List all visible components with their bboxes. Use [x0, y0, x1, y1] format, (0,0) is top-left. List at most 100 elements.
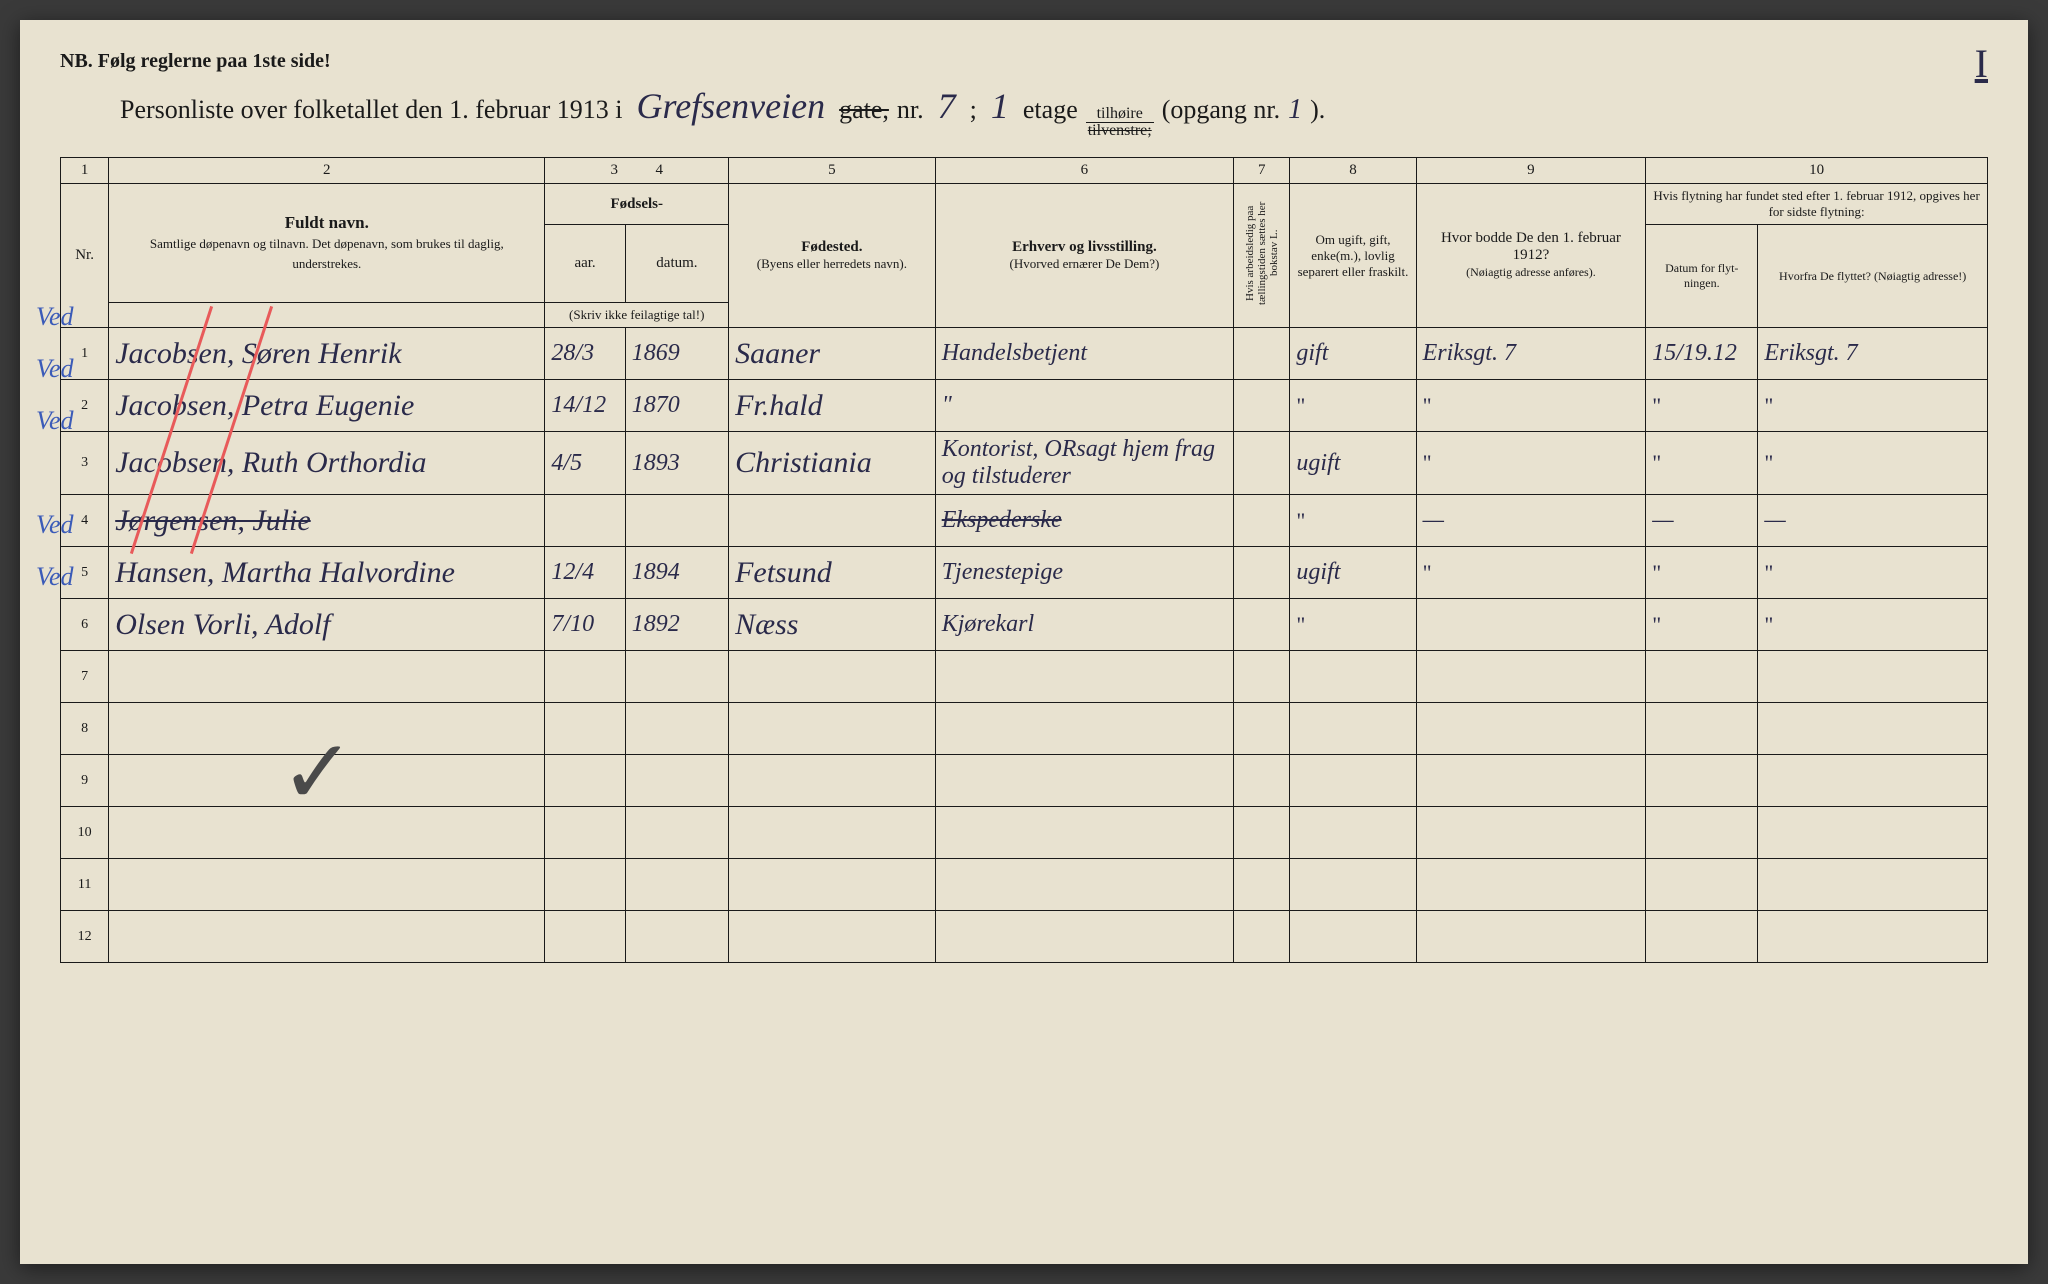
row-status: ": [1290, 599, 1416, 651]
row-occupation: Kjørekarl: [935, 599, 1233, 651]
row-movefrom: Eriksgt. 7: [1758, 328, 1988, 380]
row-year: [625, 755, 728, 807]
row-date: [545, 755, 625, 807]
row-status: [1290, 651, 1416, 703]
colnum-5: 5: [729, 158, 936, 184]
large-checkmark: ✓: [280, 720, 355, 825]
row-addr1912: [1416, 651, 1646, 703]
row-movefrom: [1758, 807, 1988, 859]
hdr-birthplace-title: Fødested.: [801, 239, 862, 255]
row-birthplace: [729, 755, 936, 807]
row-year: [625, 703, 728, 755]
row-addr1912: [1416, 911, 1646, 963]
row-date: 4/5: [545, 432, 625, 495]
row-col7: [1234, 380, 1290, 432]
row-birthplace: [729, 651, 936, 703]
table-row: 2 Jacobsen, Petra Eugenie 14/12 1870 Fr.…: [61, 380, 1988, 432]
row-occupation: Handelsbetjent: [935, 328, 1233, 380]
row-addr1912: [1416, 755, 1646, 807]
row-occupation: [935, 703, 1233, 755]
row-occupation: Kontorist, ORsagt hjem frag og tilstuder…: [935, 432, 1233, 495]
row-status: [1290, 755, 1416, 807]
row-movedate: [1646, 703, 1758, 755]
row-col7: [1234, 703, 1290, 755]
row-year: 1894: [625, 547, 728, 599]
row-movedate: 15/19.12: [1646, 328, 1758, 380]
row-nr: 3: [61, 432, 109, 495]
row-name: Olsen Vorli, Adolf: [109, 599, 545, 651]
table-row: 7: [61, 651, 1988, 703]
row-addr1912: [1416, 599, 1646, 651]
row-movedate: [1646, 911, 1758, 963]
row-year: [625, 495, 728, 547]
table-head: 1 2 3 4 5 6 7 8 9 10 Nr. Fuldt navn. Sam…: [61, 158, 1988, 328]
row-movefrom: [1758, 703, 1988, 755]
colnum-8: 8: [1290, 158, 1416, 184]
colnum-9: 9: [1416, 158, 1646, 184]
row-nr: 8: [61, 703, 109, 755]
row-date: [545, 807, 625, 859]
hdr-col9-sub: (Nøiagtig adresse anføres).: [1466, 265, 1596, 279]
colnum-6: 6: [935, 158, 1233, 184]
row-col7: [1234, 495, 1290, 547]
row-name: Jacobsen, Søren Henrik: [109, 328, 545, 380]
hdr-birthplace-sub: (Byens eller herredets navn).: [757, 256, 907, 271]
row-nr: 9: [61, 755, 109, 807]
row-addr1912: [1416, 859, 1646, 911]
row-movefrom: ": [1758, 432, 1988, 495]
row-date: [545, 495, 625, 547]
row-addr1912: [1416, 807, 1646, 859]
row-movefrom: ": [1758, 547, 1988, 599]
margin-note: Ved: [36, 302, 74, 332]
row-nr: 11: [61, 859, 109, 911]
census-page: I NB. Følg reglerne paa 1ste side! Perso…: [20, 20, 2028, 1264]
hdr-birth: Fødsels-: [545, 184, 729, 225]
column-number-row: 1 2 3 4 5 6 7 8 9 10: [61, 158, 1988, 184]
row-date: 7/10: [545, 599, 625, 651]
opgang-value: 1: [1288, 94, 1302, 126]
row-birthplace: [729, 495, 936, 547]
hdr-birth-year: aar.: [545, 225, 625, 303]
row-addr1912: ": [1416, 380, 1646, 432]
row-name: [109, 859, 545, 911]
row-movedate: ": [1646, 547, 1758, 599]
hdr-col7-text: Hvis arbeidsledig paa tællingstiden sætt…: [1244, 188, 1280, 318]
etage-label: etage: [1023, 95, 1078, 125]
row-movedate: [1646, 651, 1758, 703]
hdr-name-title: Fuldt navn.: [285, 213, 369, 232]
row-birthplace: [729, 859, 936, 911]
row-movedate: —: [1646, 495, 1758, 547]
row-year: 1869: [625, 328, 728, 380]
row-date: [545, 703, 625, 755]
row-col7: [1234, 755, 1290, 807]
row-name: [109, 651, 545, 703]
margin-note: Ved: [36, 406, 74, 436]
row-status: [1290, 859, 1416, 911]
census-table: 1 2 3 4 5 6 7 8 9 10 Nr. Fuldt navn. Sam…: [60, 157, 1988, 963]
hdr-col10-date: Datum for flyt-ningen.: [1646, 225, 1758, 328]
row-occupation: ": [935, 380, 1233, 432]
row-status: gift: [1290, 328, 1416, 380]
row-addr1912: ": [1416, 432, 1646, 495]
row-birthplace: [729, 807, 936, 859]
row-year: 1893: [625, 432, 728, 495]
row-movedate: [1646, 807, 1758, 859]
row-col7: [1234, 651, 1290, 703]
row-status: [1290, 807, 1416, 859]
table-row: 3 Jacobsen, Ruth Orthordia 4/5 1893 Chri…: [61, 432, 1988, 495]
hdr-col10-from: Hvorfra De flyttet? (Nøiagtig adresse!): [1758, 225, 1988, 328]
row-date: 28/3: [545, 328, 625, 380]
row-movedate: ": [1646, 380, 1758, 432]
row-col7: [1234, 328, 1290, 380]
hdr-name-sub: Samtlige døpenavn og tilnavn. Det døpena…: [150, 236, 504, 271]
hdr-occupation: Erhverv og livsstilling. (Hvorved ernære…: [935, 184, 1233, 328]
row-status: ugift: [1290, 432, 1416, 495]
floor-value: 1: [985, 85, 1015, 127]
street-name: Grefsenveien: [631, 85, 832, 127]
table-body: 1 Jacobsen, Søren Henrik 28/3 1869 Saane…: [61, 328, 1988, 963]
row-col7: [1234, 911, 1290, 963]
colnum-2: 2: [109, 158, 545, 184]
row-year: 1892: [625, 599, 728, 651]
row-movefrom: [1758, 651, 1988, 703]
row-date: [545, 859, 625, 911]
